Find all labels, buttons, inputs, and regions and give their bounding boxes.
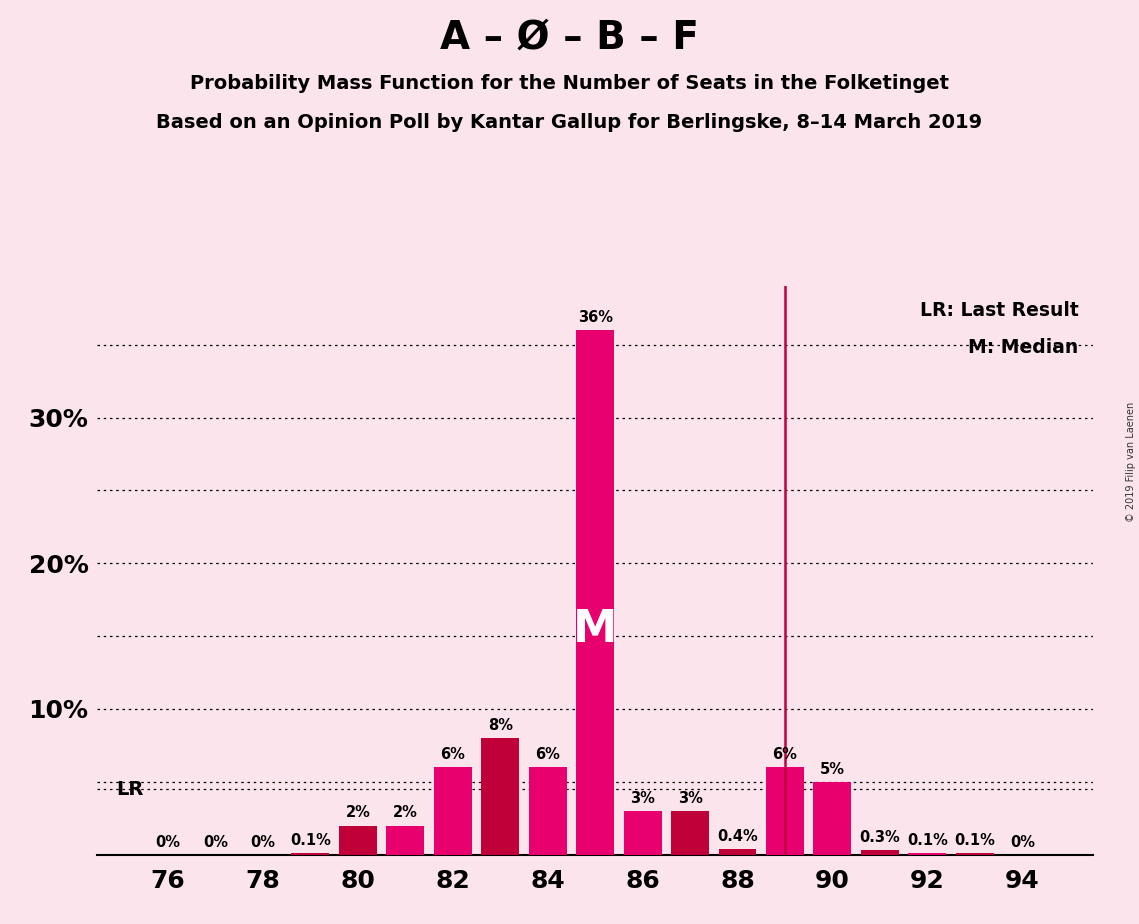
Text: 5%: 5% xyxy=(820,761,845,777)
Bar xyxy=(386,825,424,855)
Text: LR: LR xyxy=(116,780,144,798)
Text: 6%: 6% xyxy=(441,748,465,762)
Text: 0%: 0% xyxy=(156,834,180,849)
Bar xyxy=(908,853,947,855)
Text: 0%: 0% xyxy=(203,834,228,849)
Text: 2%: 2% xyxy=(393,806,418,821)
Bar xyxy=(434,767,472,855)
Bar xyxy=(528,767,566,855)
Text: Probability Mass Function for the Number of Seats in the Folketinget: Probability Mass Function for the Number… xyxy=(190,74,949,93)
Bar xyxy=(719,849,756,855)
Bar xyxy=(576,330,614,855)
Text: 0.1%: 0.1% xyxy=(954,833,995,848)
Text: 3%: 3% xyxy=(630,791,655,806)
Text: 6%: 6% xyxy=(772,748,797,762)
Text: A – Ø – B – F: A – Ø – B – F xyxy=(440,18,699,56)
Bar xyxy=(481,738,519,855)
Bar xyxy=(956,853,993,855)
Bar xyxy=(765,767,804,855)
Bar xyxy=(623,811,662,855)
Text: M: M xyxy=(573,608,617,650)
Text: 0.1%: 0.1% xyxy=(290,833,330,848)
Text: © 2019 Filip van Laenen: © 2019 Filip van Laenen xyxy=(1125,402,1136,522)
Text: 36%: 36% xyxy=(577,310,613,325)
Text: 0.1%: 0.1% xyxy=(907,833,948,848)
Text: 0.4%: 0.4% xyxy=(718,829,757,844)
Text: LR: Last Result: LR: Last Result xyxy=(919,300,1079,320)
Text: 6%: 6% xyxy=(535,748,560,762)
Text: 0.3%: 0.3% xyxy=(860,831,900,845)
Text: 3%: 3% xyxy=(678,791,703,806)
Text: 2%: 2% xyxy=(345,806,370,821)
Text: M: Median: M: Median xyxy=(968,337,1079,357)
Bar xyxy=(671,811,708,855)
Text: 0%: 0% xyxy=(251,834,276,849)
Bar xyxy=(861,850,899,855)
Text: 0%: 0% xyxy=(1010,834,1034,849)
Bar xyxy=(813,782,851,855)
Bar xyxy=(338,825,377,855)
Text: 8%: 8% xyxy=(487,718,513,733)
Text: Based on an Opinion Poll by Kantar Gallup for Berlingske, 8–14 March 2019: Based on an Opinion Poll by Kantar Gallu… xyxy=(156,113,983,132)
Bar xyxy=(292,853,329,855)
